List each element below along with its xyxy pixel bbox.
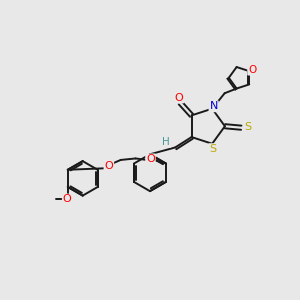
Text: S: S (244, 122, 251, 132)
Text: O: O (174, 93, 183, 103)
Text: O: O (146, 154, 155, 164)
Text: H: H (162, 137, 170, 147)
Text: N: N (209, 101, 218, 111)
Text: S: S (209, 144, 216, 154)
Text: O: O (104, 161, 113, 171)
Text: O: O (248, 65, 256, 75)
Text: O: O (63, 194, 71, 205)
